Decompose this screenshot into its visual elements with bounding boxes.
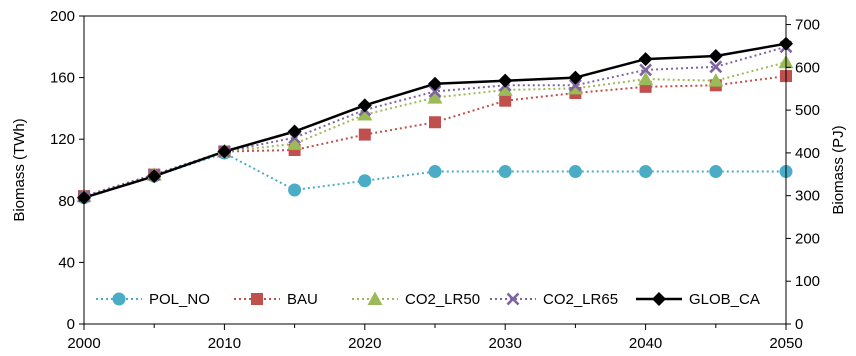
y-tick-label-left: 160 (50, 70, 75, 87)
legend-marker-co2-lr65 (506, 292, 520, 306)
x-tick-label: 2000 (67, 335, 100, 352)
legend-label-pol-no: POL_NO (149, 291, 210, 308)
data-point-glob-ca-2020 (357, 98, 372, 113)
data-point-co2-lr50-2040 (638, 71, 654, 86)
y-tick-label-left: 200 (50, 8, 75, 25)
data-point-glob-ca-2040 (638, 52, 653, 67)
x-tick-label: 2050 (769, 335, 802, 352)
legend: POL_NO BAU CO2_LR50 CO2_LR65 GLOB_CA (92, 284, 782, 314)
data-point-glob-ca-2010 (217, 144, 232, 159)
data-point-co2-lr65-2035 (568, 78, 582, 92)
y-tick-label-right: 0 (795, 316, 803, 333)
data-point-co2-lr50-2025 (427, 90, 443, 104)
y-tick-label-left: 0 (67, 316, 75, 333)
y-tick-label-right: 600 (795, 59, 820, 76)
data-point-glob-ca-2025 (428, 76, 442, 91)
data-point-pol-no-2015 (288, 183, 302, 197)
y-tick-label-right: 500 (795, 102, 820, 119)
data-point-bau-2025 (429, 116, 441, 129)
legend-marker-co2-lr50 (367, 291, 383, 305)
data-point-co2-lr50-2020 (357, 107, 373, 121)
x-tick-label: 2030 (489, 335, 522, 352)
data-point-pol-no-2020 (358, 174, 372, 188)
y-tick-label-right: 400 (795, 145, 820, 162)
legend-marker-pol-no (112, 292, 126, 306)
axes (79, 15, 791, 330)
data-point-co2-lr65-2040 (639, 63, 653, 77)
data-point-co2-lr65-2045 (709, 60, 723, 74)
data-point-glob-ca-2015 (287, 124, 302, 139)
data-point-pol-no-2035 (568, 165, 582, 179)
data-point-co2-lr50-2035 (567, 80, 583, 95)
y-tick-label-right: 700 (795, 17, 820, 34)
series-markers (76, 36, 794, 205)
legend-label-glob-ca: GLOB_CA (689, 291, 760, 308)
legend-marker-bau (251, 293, 263, 305)
data-point-bau-2020 (358, 128, 371, 141)
y-tick-label-right: 100 (795, 273, 820, 290)
data-point-glob-ca-2030 (498, 73, 513, 88)
data-point-pol-no-2030 (498, 165, 512, 179)
legend-marker-glob-ca (652, 292, 666, 306)
y-tick-label-left: 40 (58, 254, 75, 271)
data-point-co2-lr50-2045 (708, 73, 724, 87)
data-point-co2-lr50-2030 (497, 82, 513, 96)
x-tick-label: 2040 (629, 335, 662, 352)
x-tick-label: 2010 (208, 335, 241, 352)
data-point-glob-ca-2045 (708, 49, 723, 64)
data-point-glob-ca-2035 (568, 70, 583, 85)
y-axis-title-left: Biomass (TWh) (11, 118, 28, 221)
data-point-bau-2030 (499, 94, 512, 107)
data-point-glob-ca-2005 (147, 169, 162, 184)
legend-label-co2-lr65: CO2_LR65 (543, 291, 618, 308)
data-point-co2-lr65-2025 (428, 85, 442, 98)
legend-label-bau: BAU (287, 291, 318, 308)
data-point-pol-no-2045 (709, 165, 723, 179)
data-point-pol-no-2040 (639, 165, 653, 179)
y-tick-label-left: 120 (50, 131, 75, 148)
axis-labels: 0408012016020001002003004005006007002000… (11, 8, 847, 352)
y-tick-label-right: 300 (795, 188, 820, 205)
y-axis-title-right: Biomass (PJ) (830, 125, 847, 214)
data-point-co2-lr50-2015 (287, 136, 303, 150)
data-point-pol-no-2025 (428, 165, 442, 179)
y-tick-label-left: 80 (58, 193, 75, 210)
legend-label-co2-lr50: CO2_LR50 (405, 291, 480, 308)
y-tick-label-right: 200 (795, 230, 820, 247)
x-tick-label: 2020 (348, 335, 381, 352)
